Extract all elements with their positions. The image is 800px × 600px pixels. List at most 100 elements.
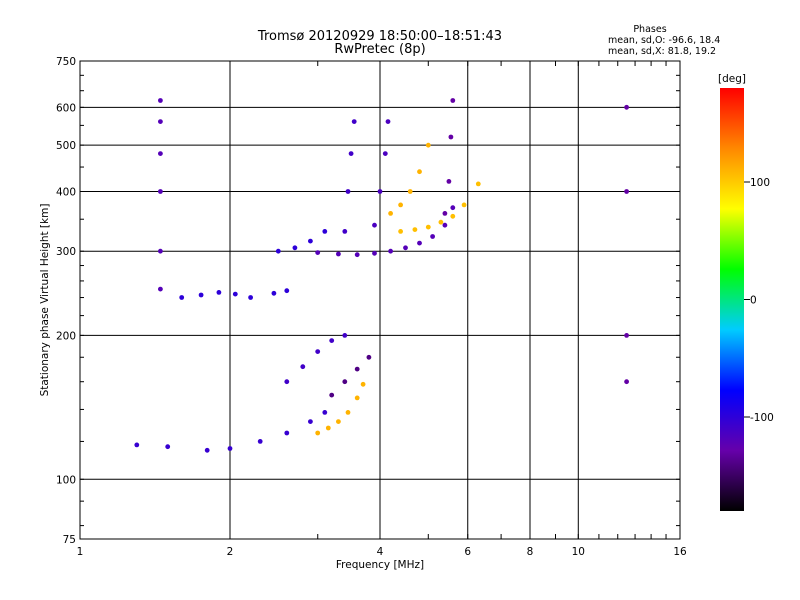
colorbar-tick-label: 100 <box>750 177 770 189</box>
data-point <box>354 395 360 401</box>
x-axis-label: Frequency [MHz] <box>336 559 424 571</box>
data-point <box>158 248 163 254</box>
x-tick-label: 10 <box>572 546 585 558</box>
x-tick-label: 8 <box>527 546 534 558</box>
data-point <box>475 181 481 187</box>
data-point <box>442 222 448 228</box>
data-point <box>412 227 418 233</box>
stats-line-x: mean, sd,X: 81.8, 19.2 <box>608 46 716 57</box>
data-point <box>198 292 204 298</box>
colorbar-label: [deg] <box>718 73 746 85</box>
data-point <box>165 444 171 450</box>
y-tick-label: 600 <box>56 102 76 114</box>
data-point <box>345 189 351 194</box>
x-tick-label: 1 <box>77 546 84 558</box>
data-point <box>325 425 331 431</box>
data-point <box>308 238 313 244</box>
data-point <box>360 381 366 387</box>
data-point <box>329 338 335 343</box>
data-point <box>398 202 403 208</box>
data-point <box>158 189 163 194</box>
stats-line-o: mean, sd,O: -96.6, 18.4 <box>608 35 720 46</box>
data-point <box>158 98 163 103</box>
x-tick-label: 6 <box>464 546 471 558</box>
y-tick-label: 500 <box>56 140 76 152</box>
chart-subtitle: RwPretec (8p) <box>334 42 425 57</box>
x-tick-label: 16 <box>673 546 687 558</box>
data-point <box>345 410 351 415</box>
data-point <box>461 202 467 208</box>
data-point <box>388 211 393 216</box>
x-axis: 1 2 4 6 8 10 16 <box>77 61 687 558</box>
y-tick-label: 75 <box>63 534 76 546</box>
data-point <box>624 104 629 110</box>
data-point <box>446 179 452 184</box>
data-point <box>204 447 210 453</box>
data-point <box>407 189 413 194</box>
data-point <box>442 211 448 216</box>
data-point <box>284 430 290 436</box>
data-point <box>425 142 431 148</box>
data-point <box>348 151 354 157</box>
y-tick-label: 750 <box>56 56 76 68</box>
data-point <box>417 240 422 246</box>
data-point <box>271 290 277 296</box>
data-point <box>300 364 306 370</box>
data-point <box>342 333 348 338</box>
data-point <box>450 98 456 103</box>
data-point <box>336 251 341 257</box>
y-tick-label: 300 <box>56 246 76 258</box>
data-point <box>179 295 185 300</box>
data-point <box>248 295 254 300</box>
data-point <box>227 446 233 451</box>
data-point <box>624 189 629 194</box>
data-point <box>257 439 263 444</box>
y-axis-label: Stationary phase Virtual Height [km] <box>39 204 51 397</box>
data-point <box>398 229 403 234</box>
data-point <box>377 189 383 194</box>
stats-block: Phases mean, sd,O: -96.6, 18.4 mean, sd,… <box>608 24 720 57</box>
chart-title: Tromsø 20120929 18:50:00–18:51:43 <box>257 29 502 44</box>
data-point <box>308 419 313 424</box>
data-point <box>134 442 140 448</box>
data-point <box>329 392 335 398</box>
data-point <box>158 286 163 292</box>
data-point <box>624 379 629 385</box>
data-point <box>430 234 435 239</box>
data-point <box>315 430 321 436</box>
data-point <box>388 248 393 254</box>
data-point <box>275 248 281 254</box>
data-point <box>385 119 391 124</box>
data-point <box>624 333 629 338</box>
data-point <box>354 252 360 258</box>
y-tick-label: 200 <box>56 330 76 342</box>
data-point <box>315 250 321 256</box>
data-point <box>315 349 321 354</box>
data-points <box>134 98 629 453</box>
y-tick-label: 400 <box>56 186 76 198</box>
data-point <box>425 224 431 230</box>
data-point <box>450 205 456 211</box>
x-tick-label: 4 <box>377 546 384 558</box>
data-point <box>372 250 377 256</box>
data-point <box>158 151 163 157</box>
data-point <box>450 213 456 219</box>
data-point <box>158 119 163 124</box>
colorbar-ticks: 100 0 -100 <box>744 177 774 424</box>
data-point <box>382 151 388 157</box>
y-tick-label: 100 <box>56 474 76 486</box>
data-point <box>284 379 290 385</box>
colorbar <box>720 88 744 511</box>
data-point <box>366 354 372 360</box>
data-point <box>284 288 290 294</box>
colorbar-tick-label: -100 <box>750 412 774 424</box>
data-point <box>216 290 222 295</box>
data-point <box>322 410 328 415</box>
data-point <box>342 229 348 234</box>
y-axis: 75 100 200 300 400 500 600 750 <box>56 56 680 546</box>
data-point <box>372 222 377 228</box>
data-point <box>448 134 454 140</box>
title-block: Tromsø 20120929 18:50:00–18:51:43 RwPret… <box>257 29 502 57</box>
data-point <box>292 245 298 251</box>
